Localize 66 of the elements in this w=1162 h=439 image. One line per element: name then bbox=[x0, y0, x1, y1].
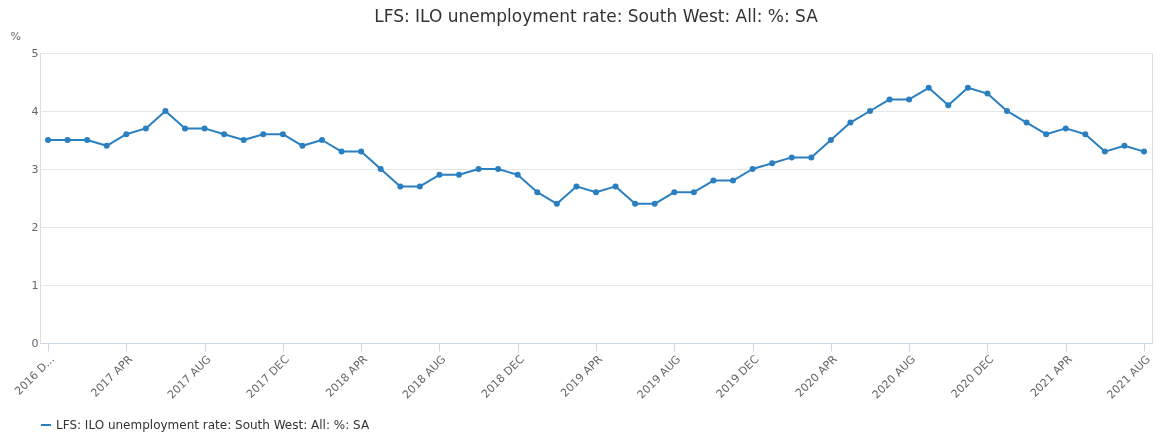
point bbox=[1141, 148, 1147, 155]
point bbox=[710, 177, 717, 184]
point bbox=[651, 200, 658, 207]
point bbox=[1043, 131, 1050, 138]
point bbox=[221, 131, 228, 138]
point bbox=[788, 154, 795, 161]
point bbox=[201, 125, 208, 132]
point bbox=[84, 137, 91, 143]
point bbox=[123, 131, 130, 138]
point bbox=[495, 166, 502, 172]
point bbox=[475, 166, 482, 172]
point bbox=[632, 200, 639, 207]
y-tick-label: 3 bbox=[31, 162, 39, 176]
point bbox=[925, 84, 932, 91]
point bbox=[397, 183, 404, 190]
point bbox=[162, 108, 169, 114]
point bbox=[671, 189, 678, 196]
point bbox=[690, 189, 697, 196]
point bbox=[945, 102, 952, 109]
y-tick-label: 4 bbox=[31, 104, 39, 118]
point bbox=[456, 171, 462, 178]
point bbox=[553, 200, 560, 207]
point bbox=[534, 189, 541, 196]
point bbox=[319, 137, 325, 143]
point bbox=[964, 84, 971, 91]
y-axis-title: % bbox=[10, 29, 21, 43]
point bbox=[142, 125, 149, 132]
point bbox=[612, 183, 619, 190]
point bbox=[103, 142, 110, 149]
point bbox=[886, 96, 893, 103]
legend-label: LFS: ILO unemployment rate: South West: All: %: SA bbox=[56, 418, 370, 432]
point bbox=[514, 171, 521, 178]
point bbox=[338, 148, 345, 155]
point bbox=[358, 148, 365, 155]
chart-title: LFS: ILO unemployment rate: South West: All: %: SA bbox=[374, 6, 819, 26]
point bbox=[808, 154, 815, 161]
point bbox=[1101, 148, 1108, 155]
point bbox=[45, 137, 51, 143]
point bbox=[769, 160, 776, 167]
y-tick-label: 2 bbox=[31, 220, 39, 234]
point bbox=[436, 171, 443, 178]
point bbox=[573, 183, 580, 190]
point bbox=[847, 119, 854, 126]
point bbox=[906, 96, 913, 103]
point bbox=[984, 90, 991, 97]
point bbox=[279, 131, 286, 138]
point bbox=[240, 137, 247, 143]
point bbox=[64, 137, 71, 143]
point bbox=[1121, 142, 1128, 149]
point bbox=[1004, 108, 1010, 114]
point bbox=[416, 183, 423, 190]
point bbox=[1062, 125, 1069, 132]
point bbox=[1023, 119, 1030, 126]
y-tick-label: 0 bbox=[31, 336, 39, 350]
point bbox=[730, 177, 736, 184]
point bbox=[182, 125, 188, 132]
y-tick-label: 1 bbox=[31, 278, 39, 292]
point bbox=[1082, 131, 1089, 138]
point bbox=[827, 137, 834, 143]
point bbox=[299, 142, 306, 149]
point bbox=[377, 166, 384, 172]
y-tick-label: 5 bbox=[31, 46, 39, 60]
point bbox=[867, 108, 873, 114]
point bbox=[749, 166, 756, 172]
point bbox=[593, 189, 599, 196]
point bbox=[260, 131, 267, 138]
